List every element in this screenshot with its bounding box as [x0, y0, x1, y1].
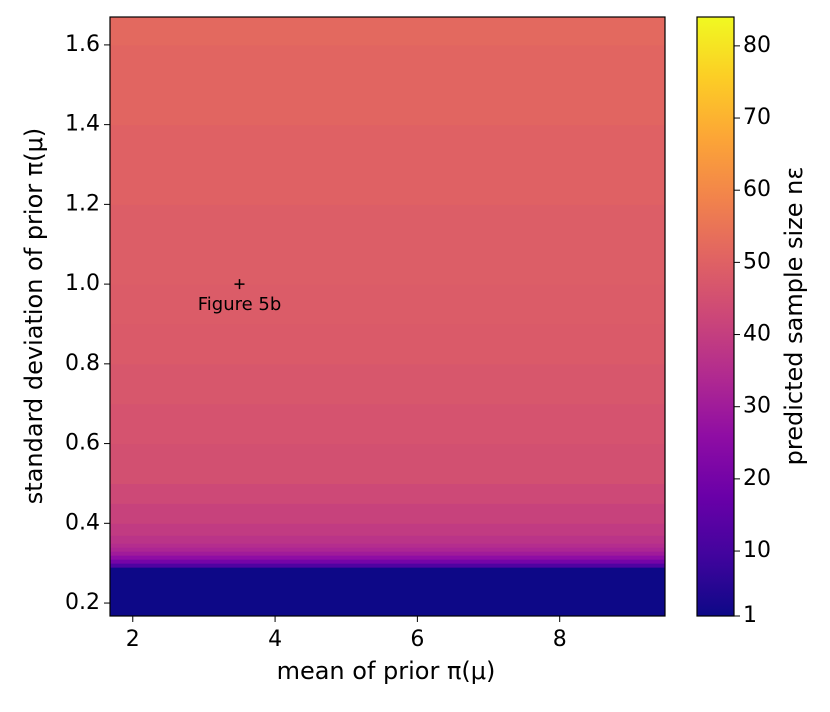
x-tick-label: 6 — [410, 627, 424, 652]
heatmap-row — [110, 483, 665, 504]
heatmap-row — [110, 555, 665, 560]
y-tick-label: 0.6 — [65, 431, 100, 456]
heatmap-row — [110, 535, 665, 544]
heatmap-row — [110, 551, 665, 556]
colorbar-tick-label: 30 — [743, 394, 771, 419]
heatmap-row — [110, 204, 665, 285]
heatmap-row — [110, 284, 665, 325]
colorbar-tick-label: 50 — [743, 249, 771, 274]
y-tick-label: 1.6 — [65, 32, 100, 57]
x-tick-label: 8 — [553, 627, 567, 652]
colorbar — [696, 16, 735, 617]
y-tick-label: 1.2 — [65, 191, 100, 216]
colorbar-tick-label: 20 — [743, 466, 771, 491]
heatmap-row — [110, 443, 665, 484]
heatmap-row — [110, 17, 665, 46]
heatmap-row — [110, 44, 665, 126]
heatmap-row — [110, 547, 665, 552]
heatmap-row — [110, 563, 665, 568]
y-tick-label: 1.0 — [65, 271, 100, 296]
heatmap-row — [110, 363, 665, 405]
heatmap-row — [110, 559, 665, 564]
colorbar-tick-label: 80 — [743, 33, 771, 58]
heatmap-row — [110, 503, 665, 524]
heatmap-row — [110, 124, 665, 205]
heatmap-row — [110, 523, 665, 536]
y-tick-label: 0.2 — [65, 590, 100, 615]
heatmap-row — [110, 323, 665, 365]
colorbar-tick-label: 1 — [743, 603, 757, 628]
colorbar-tick-label: 60 — [743, 177, 771, 202]
heatmap-row — [110, 403, 665, 445]
y-tick-label: 1.4 — [65, 112, 100, 137]
y-tick-label: 0.4 — [65, 510, 100, 535]
colorbar-tick-label: 40 — [743, 322, 771, 347]
colorbar-label: predicted sample size nε — [780, 167, 808, 466]
heatmap-row — [110, 543, 665, 548]
annotation-marker — [234, 279, 245, 290]
colorbar-tick-label: 10 — [743, 538, 771, 563]
colorbar-tick-label: 70 — [743, 105, 771, 130]
x-axis-label: mean of prior π(μ) — [277, 657, 496, 685]
annotation-text: Figure 5b — [198, 294, 282, 315]
plot-frame — [109, 16, 666, 617]
x-tick-label: 2 — [126, 627, 140, 652]
y-tick-label: 0.8 — [65, 351, 100, 376]
heatmap-row — [110, 567, 665, 617]
x-tick-label: 4 — [268, 627, 282, 652]
y-axis-label: standard deviation of prior π(μ) — [20, 128, 48, 504]
